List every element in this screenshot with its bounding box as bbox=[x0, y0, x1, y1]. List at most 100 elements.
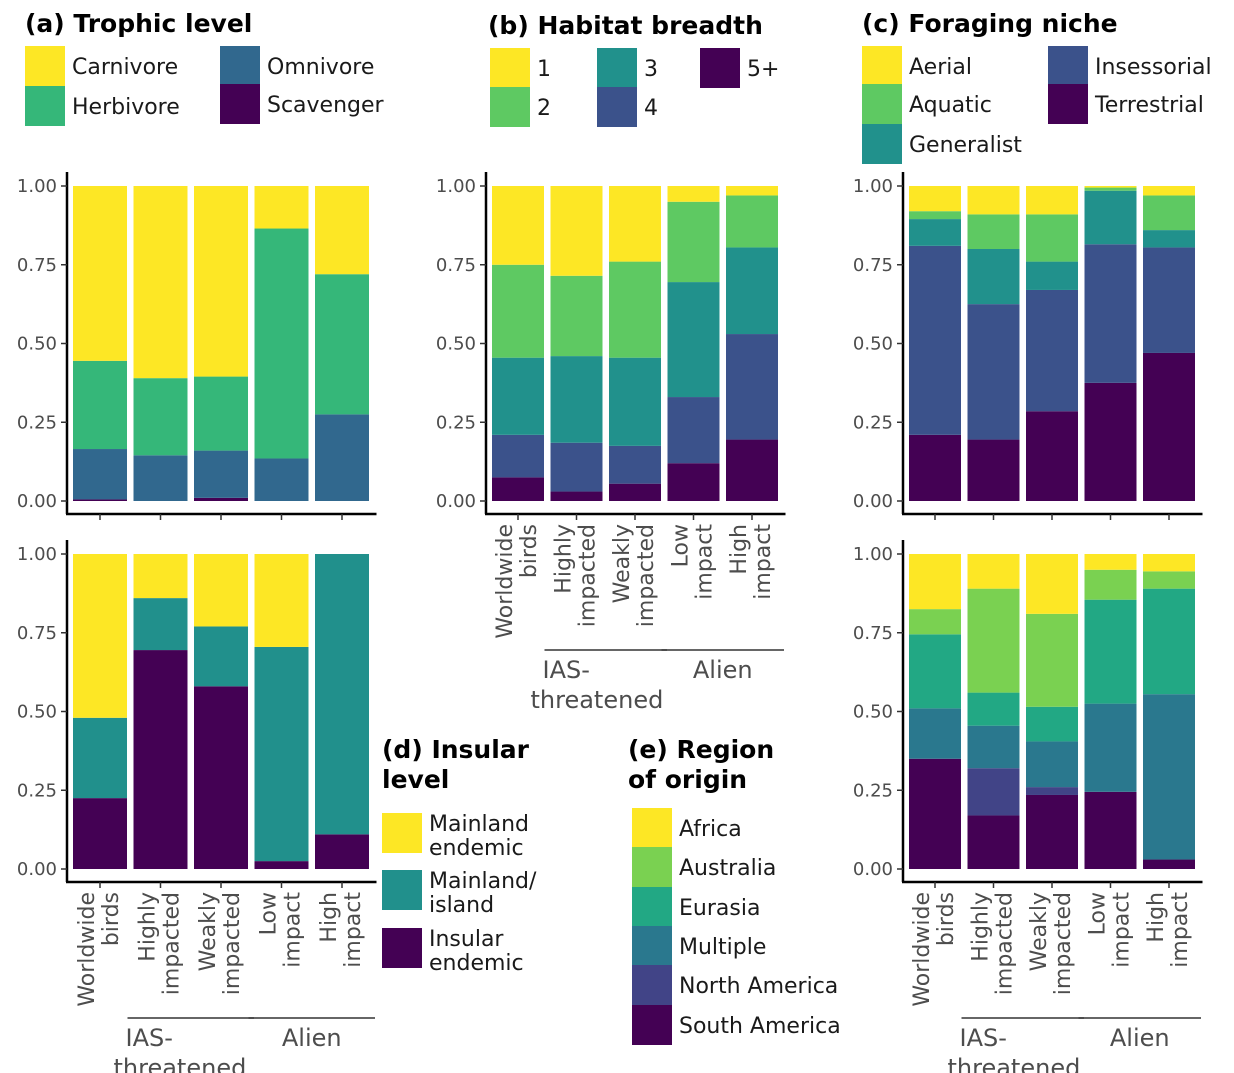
x-tick-label: Highly bbox=[136, 892, 161, 962]
x-tick-label: Low bbox=[669, 524, 694, 567]
group-label: IAS- bbox=[126, 1024, 173, 1052]
legend-swatch bbox=[1048, 46, 1088, 86]
legend-title: (a) Trophic level bbox=[25, 9, 252, 38]
bar-segment-generalist bbox=[1143, 230, 1195, 248]
legend-swatch bbox=[490, 87, 530, 127]
x-tick-label: impact bbox=[281, 892, 306, 968]
x-tick-label: Worldwide bbox=[75, 892, 100, 1007]
bar-segment-4 bbox=[550, 442, 603, 492]
bar-segment-insular-endemic bbox=[194, 686, 248, 869]
legend-label: Aquatic bbox=[909, 93, 992, 118]
x-tick-label: Highly bbox=[969, 892, 994, 962]
bar-segment-terrestrial bbox=[967, 439, 1020, 501]
legend-insular: (d) InsularlevelMainlandendemicMainland/… bbox=[382, 735, 537, 976]
bar-segment-aerial bbox=[967, 186, 1020, 215]
y-tick-label: 0.25 bbox=[436, 412, 476, 433]
bar-segment-scavenger bbox=[73, 499, 127, 501]
y-tick-label: 1.00 bbox=[436, 176, 476, 197]
bar-segment-terrestrial bbox=[909, 434, 961, 501]
legend-swatch bbox=[700, 48, 740, 88]
group-label: threatened bbox=[948, 1054, 1081, 1073]
x-tick-label: impacted bbox=[993, 892, 1018, 995]
legend-swatch bbox=[632, 887, 672, 927]
legend-swatch bbox=[632, 926, 672, 966]
legend-label: North America bbox=[679, 974, 838, 999]
legend-label: Eurasia bbox=[679, 896, 760, 921]
y-tick-label: 0.75 bbox=[17, 623, 57, 644]
bar-segment-mainland-island bbox=[133, 598, 188, 651]
bar-segment-mainland-endemic bbox=[254, 554, 309, 647]
bar-segment-generalist bbox=[1026, 261, 1078, 290]
bar-segment-mainland-endemic bbox=[133, 554, 188, 599]
bar-segment-aerial bbox=[1084, 186, 1137, 188]
panel-foraging: 0.00 0.25 0.50 0.75 1.00 bbox=[853, 172, 1203, 520]
bar-segment-insessorial bbox=[1084, 244, 1137, 383]
panel-habitat: 0.00 0.25 0.50 0.75 1.00 Worldwide birds Highly… bbox=[436, 172, 786, 714]
y-tick-label: 0.00 bbox=[853, 859, 893, 880]
bar-segment-mainland-endemic bbox=[194, 554, 248, 627]
y-tick-label: 0.50 bbox=[853, 702, 893, 723]
bar-segment-generalist bbox=[1084, 190, 1137, 245]
bar-segment-4 bbox=[667, 397, 720, 464]
y-tick-label: 0.75 bbox=[853, 623, 893, 644]
bar-segment-aerial bbox=[1143, 186, 1195, 196]
x-tick-label: High bbox=[727, 524, 752, 575]
bar-segment-insular-endemic bbox=[254, 861, 309, 869]
legend-title: (b) Habitat breadth bbox=[488, 11, 763, 40]
legend-label: Insular bbox=[429, 927, 504, 952]
x-tick-label: Low bbox=[1086, 892, 1111, 935]
x-tick-label: impacted bbox=[576, 524, 601, 627]
bar-segment-multiple bbox=[1084, 703, 1137, 792]
bar-segment-aerial bbox=[909, 186, 961, 212]
bar-segment-multiple bbox=[1026, 741, 1078, 788]
bar-segment-herbivore bbox=[254, 228, 309, 459]
group-label: Alien bbox=[693, 656, 753, 684]
y-tick-label: 0.00 bbox=[853, 491, 893, 512]
legend-label: Terrestrial bbox=[1094, 93, 1204, 118]
legend-swatch bbox=[632, 1005, 672, 1045]
bar-segment-omnivore bbox=[315, 414, 369, 501]
x-tick-label: Weakly bbox=[1027, 892, 1052, 971]
legend-swatch bbox=[1048, 84, 1088, 124]
bar-segment-south-america bbox=[1084, 791, 1137, 869]
y-tick-label: 1.00 bbox=[17, 544, 57, 565]
bar-segment-generalist bbox=[967, 249, 1020, 305]
bar-segment-omnivore bbox=[254, 458, 309, 501]
bar-segment-2 bbox=[609, 261, 661, 358]
bar-segment-multiple bbox=[967, 725, 1020, 769]
y-tick-label: 0.75 bbox=[17, 255, 57, 276]
x-tick-label: birds bbox=[934, 892, 959, 946]
legend-label: 4 bbox=[644, 96, 658, 121]
bar-segment-3 bbox=[492, 357, 544, 435]
x-tick-label: High bbox=[1144, 892, 1169, 943]
bar-segment-mainland-endemic bbox=[73, 554, 127, 718]
bar-segment-africa bbox=[909, 554, 961, 610]
y-tick-label: 0.50 bbox=[853, 334, 893, 355]
y-tick-label: 0.00 bbox=[17, 859, 57, 880]
bar-segment-1 bbox=[726, 186, 778, 196]
group-label: Alien bbox=[1110, 1024, 1170, 1052]
legend-label: Multiple bbox=[679, 935, 766, 960]
bar-segment-5- bbox=[492, 477, 544, 501]
x-tick-label: impact bbox=[341, 892, 366, 968]
bar-segment-1 bbox=[667, 186, 720, 202]
bar-segment-herbivore bbox=[133, 378, 188, 456]
bar-segment-mainland-island bbox=[254, 646, 309, 862]
legend-label: Generalist bbox=[909, 133, 1022, 158]
bar-segment-5- bbox=[726, 439, 778, 501]
bar-segment-5- bbox=[609, 483, 661, 501]
bar-segment-3 bbox=[550, 356, 603, 443]
bar-segment-multiple bbox=[1143, 694, 1195, 860]
legend-label: endemic bbox=[429, 951, 524, 976]
y-tick-label: 0.00 bbox=[17, 491, 57, 512]
legend-swatch bbox=[382, 928, 422, 968]
legend-label: Omnivore bbox=[267, 55, 374, 80]
legend-swatch bbox=[597, 48, 637, 88]
bar-segment-4 bbox=[726, 334, 778, 440]
legend-title: of origin bbox=[628, 765, 747, 794]
legend-title: level bbox=[382, 765, 449, 794]
bar-segment-australia bbox=[1143, 571, 1195, 589]
chart-panels: 0.00 0.25 0.50 0.75 1.00 0.00 0.25 0.50 0.75 1.00… bbox=[17, 172, 1203, 1073]
y-tick-label: 0.25 bbox=[853, 412, 893, 433]
legend-swatch bbox=[220, 46, 260, 86]
